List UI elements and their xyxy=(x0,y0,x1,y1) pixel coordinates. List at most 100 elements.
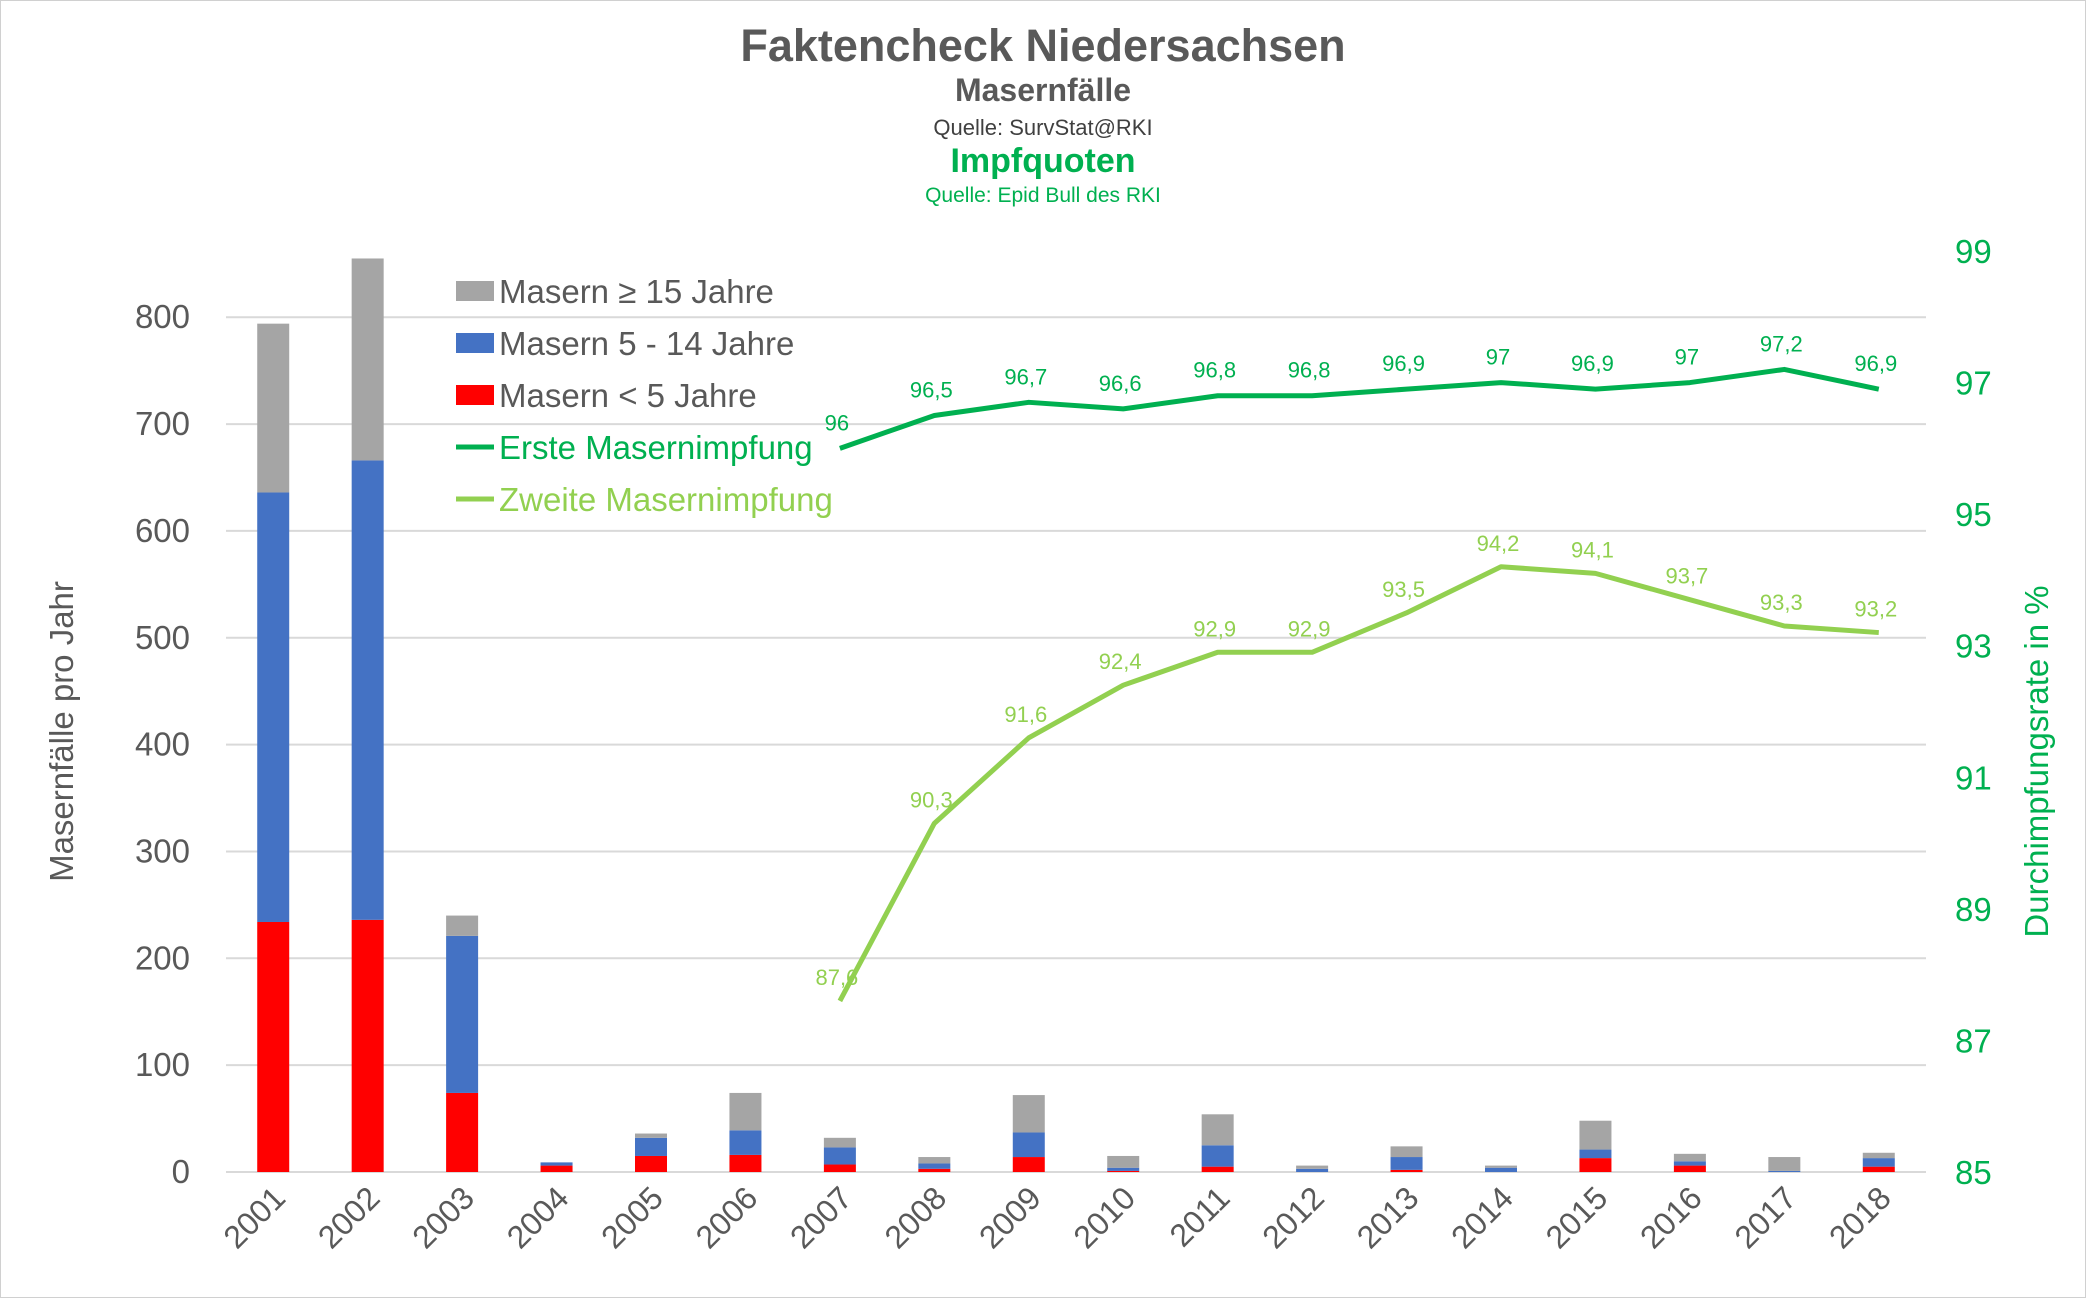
x-tick-label: 2018 xyxy=(1822,1179,1898,1255)
x-tick-label: 2012 xyxy=(1255,1179,1331,1255)
bar-masern-15-jahre xyxy=(1768,1157,1801,1171)
bar-masern-5-14-jahre xyxy=(823,1147,856,1165)
legend-swatch xyxy=(456,385,494,405)
data-label: 91,6 xyxy=(1004,702,1047,727)
y-tick-label: 200 xyxy=(135,939,190,976)
y-tick-label: 700 xyxy=(135,405,190,442)
data-label: 96,9 xyxy=(1382,351,1425,376)
bar-masern-15-jahre xyxy=(257,323,290,493)
y2-axis-label: Durchimpfungsrate in % xyxy=(2018,585,2055,937)
x-tick-label: 2013 xyxy=(1350,1179,1426,1255)
data-label: 97 xyxy=(1486,345,1510,370)
x-tick-label: 2011 xyxy=(1163,1179,1237,1253)
data-label: 90,3 xyxy=(910,787,953,812)
chart-subtitle-cases: Masernfälle xyxy=(954,72,1132,108)
x-tick-label: 2009 xyxy=(972,1179,1048,1255)
x-tick-label: 2015 xyxy=(1539,1179,1615,1255)
bar-masern-5-14-jahre xyxy=(1296,1168,1329,1172)
data-label: 96,8 xyxy=(1193,358,1236,383)
bar-masern-5-jahre xyxy=(351,919,384,1172)
bar-masern-5-jahre xyxy=(918,1168,951,1172)
y-tick-label: 0 xyxy=(172,1153,190,1190)
bar-masern-5-14-jahre xyxy=(446,935,479,1093)
bar-masern-15-jahre xyxy=(351,258,384,461)
y2-tick-label: 87 xyxy=(1955,1022,1992,1059)
bar-masern-15-jahre xyxy=(1390,1146,1423,1158)
bar-masern-15-jahre xyxy=(446,915,479,936)
bar-masern-5-14-jahre xyxy=(257,492,290,922)
legend-swatch xyxy=(456,333,494,353)
y2-tick-label: 93 xyxy=(1955,628,1992,665)
bar-masern-5-jahre xyxy=(1201,1166,1234,1172)
data-label: 87,6 xyxy=(815,965,858,990)
bar-masern-5-jahre xyxy=(257,921,290,1172)
data-label: 97,2 xyxy=(1760,331,1803,356)
bar-masern-5-14-jahre xyxy=(1390,1157,1423,1170)
data-label: 92,9 xyxy=(1193,616,1236,641)
legend-label: Masern ≥ 15 Jahre xyxy=(499,273,774,310)
data-label: 96 xyxy=(825,410,849,435)
y2-tick-label: 99 xyxy=(1955,233,1992,270)
x-tick-label: 2001 xyxy=(216,1179,292,1255)
x-tick-label: 2014 xyxy=(1444,1179,1520,1255)
data-label: 96,5 xyxy=(910,377,953,402)
data-label: 93,5 xyxy=(1382,577,1425,602)
x-tick-label: 2007 xyxy=(783,1179,859,1255)
data-label: 96,9 xyxy=(1571,351,1614,376)
data-label: 93,2 xyxy=(1854,597,1897,622)
y2-tick-label: 85 xyxy=(1955,1154,1992,1191)
bar-masern-5-jahre xyxy=(446,1092,479,1172)
x-tick-label: 2017 xyxy=(1727,1179,1803,1255)
y-tick-label: 300 xyxy=(135,832,190,869)
bar-masern-5-jahre xyxy=(1579,1158,1612,1172)
y-tick-label: 600 xyxy=(135,512,190,549)
x-tick-label: 2010 xyxy=(1066,1179,1142,1255)
chart-source-cases: Quelle: SurvStat@RKI xyxy=(933,115,1153,140)
bar-masern-5-jahre xyxy=(823,1164,856,1172)
data-label: 96,6 xyxy=(1099,371,1142,396)
x-tick-label: 2003 xyxy=(405,1179,481,1255)
bar-masern-5-jahre xyxy=(1390,1169,1423,1172)
bar-masern-15-jahre xyxy=(1862,1152,1895,1159)
bar-masern-5-14-jahre xyxy=(1579,1149,1612,1159)
bar-masern-15-jahre xyxy=(1485,1165,1517,1168)
bar-masern-5-14-jahre xyxy=(1862,1158,1895,1167)
data-label: 93,7 xyxy=(1665,564,1708,589)
line-erste-masernimpfung xyxy=(839,366,1880,451)
bar-masern-15-jahre xyxy=(1579,1120,1612,1150)
data-label: 94,2 xyxy=(1477,531,1520,556)
bar-masern-15-jahre xyxy=(1673,1153,1706,1162)
x-tick-label: 2006 xyxy=(689,1179,765,1255)
bar-masern-15-jahre xyxy=(1107,1155,1140,1168)
bar-masern-15-jahre xyxy=(918,1157,951,1164)
bar-masern-15-jahre xyxy=(823,1137,856,1148)
y2-tick-label: 91 xyxy=(1955,759,1992,796)
y-tick-label: 100 xyxy=(135,1046,190,1083)
x-tick-label: 2016 xyxy=(1633,1179,1709,1255)
bar-masern-5-14-jahre xyxy=(1485,1167,1517,1172)
bar-masern-15-jahre xyxy=(1201,1114,1234,1146)
chart-subtitle-vaccination: Impfquoten xyxy=(950,142,1136,180)
y2-tick-label: 89 xyxy=(1955,891,1992,928)
y-tick-label: 800 xyxy=(135,298,190,335)
bar-masern-5-14-jahre xyxy=(1012,1132,1045,1158)
y-tick-label: 400 xyxy=(135,726,190,763)
bar-masern-5-jahre xyxy=(1107,1170,1140,1172)
bar-masern-5-14-jahre xyxy=(1107,1167,1140,1171)
data-label: 96,7 xyxy=(1004,364,1047,389)
bar-masern-5-jahre xyxy=(729,1154,762,1172)
bar-masern-5-14-jahre xyxy=(1201,1145,1234,1167)
x-tick-label: 2002 xyxy=(311,1179,387,1255)
line-zweite-masernimpfung xyxy=(837,564,1879,1003)
data-label: 92,9 xyxy=(1288,616,1331,641)
bar-masern-15-jahre xyxy=(1296,1165,1329,1169)
data-label: 93,3 xyxy=(1760,590,1803,615)
y2-tick-label: 95 xyxy=(1955,496,1992,533)
data-label: 96,9 xyxy=(1854,351,1897,376)
y2-tick-label: 97 xyxy=(1955,365,1992,402)
bar-masern-5-14-jahre xyxy=(1673,1161,1706,1166)
data-label: 96,8 xyxy=(1288,358,1331,383)
x-tick-label: 2005 xyxy=(594,1179,670,1255)
data-label: 92,4 xyxy=(1099,649,1142,674)
